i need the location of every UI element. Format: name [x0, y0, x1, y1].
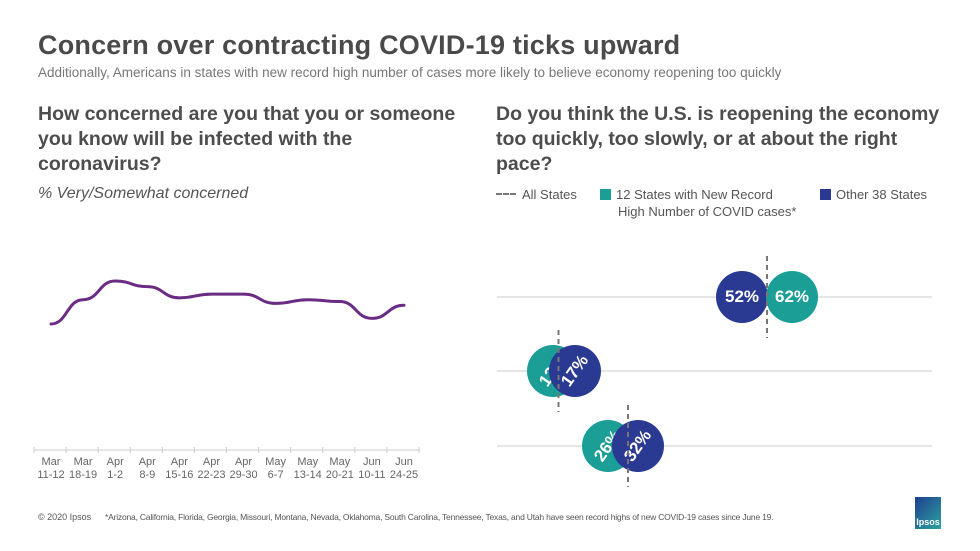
- tick-month: May: [329, 456, 351, 468]
- bubble-value: 17%: [557, 351, 593, 391]
- tick-days: 18-19: [69, 469, 98, 481]
- tick-month: May: [297, 456, 319, 468]
- x-tick-label: Apr 1-2: [95, 456, 135, 482]
- tick-days: 11-12: [37, 469, 65, 481]
- navy-swatch-icon: [820, 189, 831, 200]
- legend-all-states: All States: [496, 187, 577, 202]
- tick-days: 24-25: [389, 469, 419, 481]
- other-bubble: 52%: [716, 271, 768, 323]
- bubble-value: 32%: [620, 426, 656, 466]
- legend-label: All States: [522, 187, 577, 202]
- x-tick-label: Jun 10-11: [352, 456, 392, 482]
- tick-days: 6-7: [267, 469, 284, 481]
- concern-line: [49, 279, 406, 326]
- tick-month: Mar: [41, 456, 61, 468]
- tick-month: Jun: [363, 456, 381, 468]
- other-bubble: 32%: [612, 420, 664, 472]
- dashed-line-icon: [496, 193, 516, 195]
- left-chart-question: How concerned are you that you or someon…: [38, 103, 456, 175]
- tick-month: Apr: [170, 456, 188, 468]
- x-tick-label: May 20-21: [320, 456, 360, 482]
- x-tick-label: Apr 22-23: [191, 456, 231, 482]
- other-bubble: 17%: [549, 345, 601, 397]
- tick-month: Apr: [106, 456, 124, 468]
- record-bubble: 62%: [766, 271, 818, 323]
- tick-days: 15-16: [165, 469, 194, 481]
- x-tick-label: Mar 18-19: [63, 456, 103, 482]
- copyright: © 2020 Ipsos: [38, 512, 92, 522]
- footnote: *Arizona, California, Florida, Georgia, …: [105, 512, 774, 522]
- legend-other-states: Other 38 States: [820, 187, 927, 202]
- page-title: Concern over contracting COVID-19 ticks …: [38, 30, 681, 60]
- teal-swatch-icon: [600, 189, 611, 200]
- tick-month: May: [265, 456, 287, 468]
- tick-month: Apr: [202, 456, 221, 468]
- tick-days: 13-14: [293, 469, 322, 481]
- left-chart-subtitle: % Very/Somewhat concerned: [38, 185, 249, 202]
- x-tick-label: Jun 24-25: [384, 456, 424, 482]
- bubble-value: 52%: [724, 287, 760, 306]
- tick-days: 8-9: [139, 469, 156, 481]
- x-tick-label: Apr 8-9: [127, 456, 167, 482]
- legend-label: 12 States with New Record: [616, 187, 773, 202]
- x-tick-label: May 6-7: [256, 456, 296, 482]
- x-tick-label: Apr 15-16: [159, 456, 199, 482]
- tick-month: Jun: [395, 456, 413, 468]
- x-tick-label: May 13-14: [288, 456, 328, 482]
- tick-days: 20-21: [325, 469, 354, 481]
- legend-record-states: 12 States with New Record High Number of …: [600, 186, 796, 220]
- x-tick-label: Apr 29-30: [224, 456, 264, 482]
- tick-month: Apr: [138, 456, 156, 468]
- page-subtitle: Additionally, Americans in states with n…: [38, 65, 782, 80]
- tick-days: 10-11: [358, 469, 386, 481]
- bubble-value: 62%: [774, 287, 810, 306]
- tick-month: Apr: [234, 456, 253, 468]
- legend-label: Other 38 States: [836, 187, 928, 202]
- legend-label: High Number of COVID cases*: [618, 204, 797, 219]
- x-tick-label: Mar 11-12: [31, 456, 71, 482]
- tick-days: 29-30: [229, 469, 258, 481]
- tick-days: 1-2: [107, 469, 124, 481]
- tick-days: 22-23: [197, 469, 226, 481]
- ipsos-logo: Ipsos: [915, 497, 941, 529]
- tick-month: Mar: [73, 456, 93, 468]
- right-chart-question: Do you think the U.S. is reopening the e…: [496, 103, 940, 175]
